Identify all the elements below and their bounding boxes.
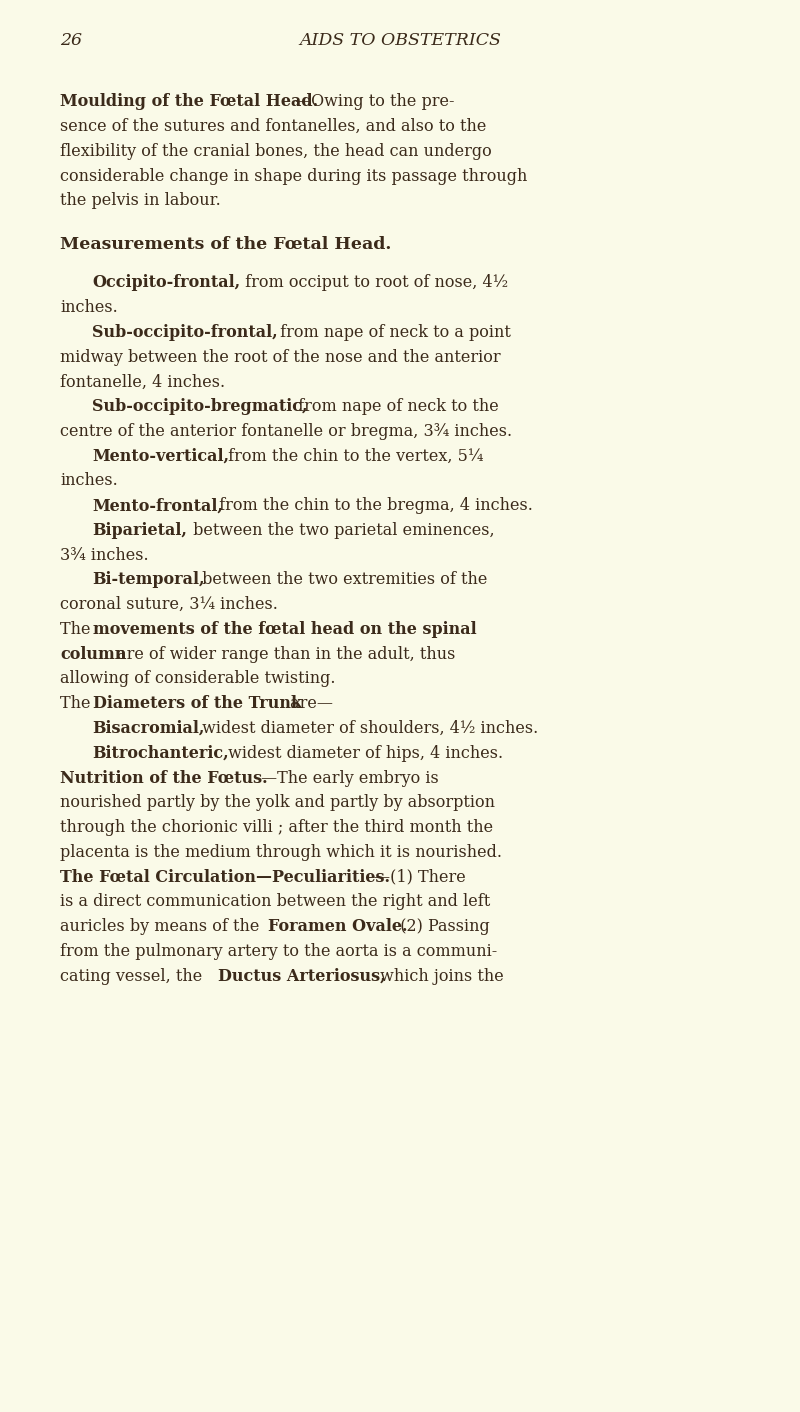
Text: Measurements of the Fœtal Head.: Measurements of the Fœtal Head. [60,236,391,253]
Text: through the chorionic villi ; after the third month the: through the chorionic villi ; after the … [60,819,493,836]
Text: inches.: inches. [60,473,118,490]
Text: Mento-frontal,: Mento-frontal, [92,497,223,514]
Text: —Owing to the pre-: —Owing to the pre- [295,93,455,110]
Text: are of wider range than in the adult, thus: are of wider range than in the adult, th… [112,645,456,662]
Text: 26: 26 [60,32,82,49]
Text: Bitrochanteric,: Bitrochanteric, [92,744,229,761]
Text: Occipito-frontal,: Occipito-frontal, [92,274,240,291]
Text: (2) Passing: (2) Passing [390,918,490,935]
Text: from the pulmonary artery to the aorta is a communi-: from the pulmonary artery to the aorta i… [60,943,498,960]
Text: column: column [60,645,126,662]
Text: The: The [60,621,96,638]
Text: midway between the root of the nose and the anterior: midway between the root of the nose and … [60,349,501,366]
Text: is a direct communication between the right and left: is a direct communication between the ri… [60,894,490,911]
Text: 3¾ inches.: 3¾ inches. [60,546,149,563]
Text: nourished partly by the yolk and partly by absorption: nourished partly by the yolk and partly … [60,795,495,812]
Text: Moulding of the Fœtal Head.: Moulding of the Fœtal Head. [60,93,318,110]
Text: from the chin to the bregma, 4 inches.: from the chin to the bregma, 4 inches. [214,497,533,514]
Text: cating vessel, the: cating vessel, the [60,967,207,984]
Text: movements of the fœtal head on the spinal: movements of the fœtal head on the spina… [94,621,477,638]
Text: Diameters of the Trunk: Diameters of the Trunk [94,695,302,712]
Text: The: The [60,695,96,712]
Text: between the two parietal eminences,: between the two parietal eminences, [188,522,494,539]
Text: auricles by means of the: auricles by means of the [60,918,265,935]
Text: inches.: inches. [60,299,118,316]
Text: from nape of neck to a point: from nape of neck to a point [275,323,511,340]
Text: between the two extremities of the: between the two extremities of the [197,572,487,589]
Text: placenta is the medium through which it is nourished.: placenta is the medium through which it … [60,844,502,861]
Text: —The early embryo is: —The early embryo is [261,770,438,786]
Text: widest diameter of shoulders, 4½ inches.: widest diameter of shoulders, 4½ inches. [197,720,538,737]
Text: from the chin to the vertex, 5¼: from the chin to the vertex, 5¼ [223,448,483,465]
Text: Mento-vertical,: Mento-vertical, [92,448,229,465]
Text: from nape of neck to the: from nape of neck to the [293,398,498,415]
Text: sence of the sutures and fontanelles, and also to the: sence of the sutures and fontanelles, an… [60,119,486,136]
Text: from occiput to root of nose, 4½: from occiput to root of nose, 4½ [240,274,508,291]
Text: —(1) There: —(1) There [374,868,466,885]
Text: AIDS TO OBSTETRICS: AIDS TO OBSTETRICS [299,32,501,49]
Text: are—: are— [285,695,333,712]
Text: Bisacromial,: Bisacromial, [92,720,204,737]
Text: which joins the: which joins the [374,967,503,984]
Text: Sub-occipito-bregmatic,: Sub-occipito-bregmatic, [92,398,307,415]
Text: allowing of considerable twisting.: allowing of considerable twisting. [60,671,335,688]
Text: centre of the anterior fontanelle or bregma, 3¾ inches.: centre of the anterior fontanelle or bre… [60,424,512,441]
Text: the pelvis in labour.: the pelvis in labour. [60,192,221,209]
Text: fontanelle, 4 inches.: fontanelle, 4 inches. [60,373,225,390]
Text: Foramen Ovale.: Foramen Ovale. [268,918,407,935]
Text: considerable change in shape during its passage through: considerable change in shape during its … [60,168,527,185]
Text: coronal suture, 3¼ inches.: coronal suture, 3¼ inches. [60,596,278,613]
Text: flexibility of the cranial bones, the head can undergo: flexibility of the cranial bones, the he… [60,143,492,160]
Text: Sub-occipito-frontal,: Sub-occipito-frontal, [92,323,278,340]
Text: The Fœtal Circulation—Peculiarities.: The Fœtal Circulation—Peculiarities. [60,868,390,885]
Text: Biparietal,: Biparietal, [92,522,187,539]
Text: Bi-temporal,: Bi-temporal, [92,572,205,589]
Text: Nutrition of the Fœtus.: Nutrition of the Fœtus. [60,770,268,786]
Text: widest diameter of hips, 4 inches.: widest diameter of hips, 4 inches. [223,744,503,761]
Text: Ductus Arteriosus,: Ductus Arteriosus, [218,967,386,984]
